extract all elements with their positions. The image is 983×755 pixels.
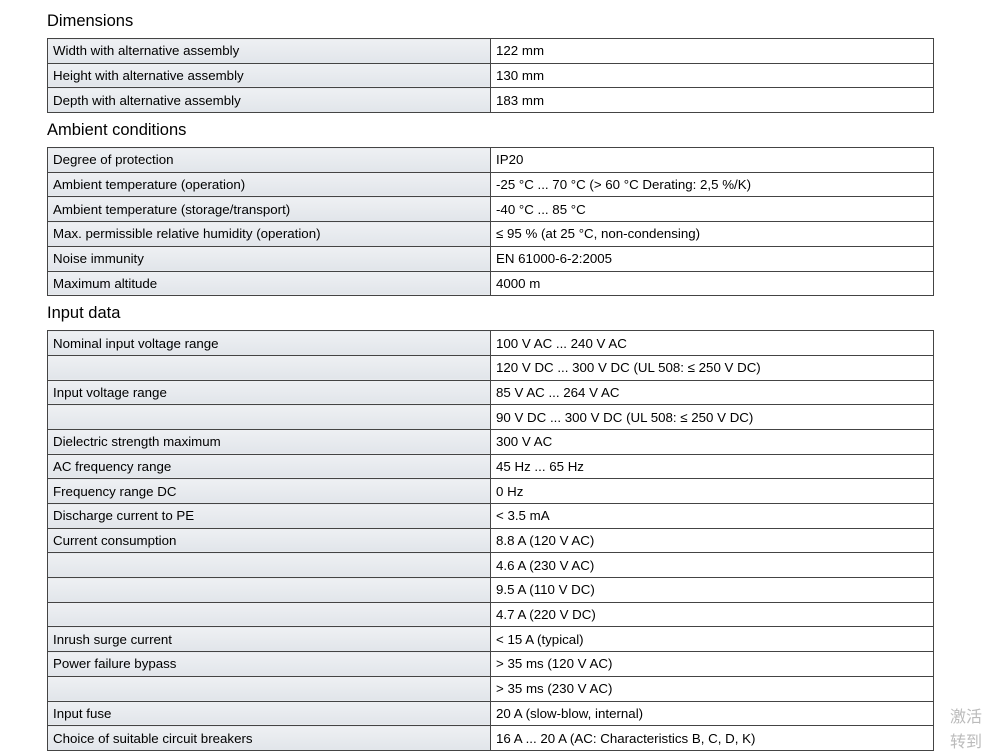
spec-row: Width with alternative assembly 122 mm [47,38,934,64]
row-value: 9.5 A (110 V DC) [490,577,934,603]
row-label: Height with alternative assembly [47,62,491,89]
row-value: ≤ 95 % (at 25 °C, non-condensing) [490,221,934,247]
row-label: Noise immunity [47,245,491,272]
spec-row: 90 V DC ... 300 V DC (UL 508: ≤ 250 V DC… [47,404,934,430]
row-value: 300 V AC [490,428,934,455]
spec-row: > 35 ms (230 V AC) [47,675,934,702]
spec-row: Depth with alternative assembly 183 mm [47,87,934,114]
row-label: Input fuse [47,700,491,727]
row-label: AC frequency range [47,453,491,480]
row-label: Frequency range DC [47,478,491,504]
row-value: 4000 m [490,270,934,297]
row-value: 4.6 A (230 V AC) [490,552,934,579]
spec-row: 4.7 A (220 V DC) [47,601,934,628]
row-value: 85 V AC ... 264 V AC [490,379,934,406]
row-label: Depth with alternative assembly [47,87,491,114]
row-label: Input voltage range [47,379,491,406]
row-value: 100 V AC ... 240 V AC [490,330,934,356]
spec-table: Width with alternative assembly 122 mm Hei… [47,38,934,114]
spec-row: Input voltage range 85 V AC ... 264 V AC [47,379,934,406]
row-label: Ambient temperature (operation) [47,171,491,198]
row-value: 0 Hz [490,478,934,504]
row-label: Discharge current to PE [47,503,491,529]
watermark: 激活 转到 [950,705,982,755]
watermark-text: 激活 [950,709,983,726]
row-value: -40 °C ... 85 °C [490,196,934,223]
spec-table: Degree of protection IP20 Ambient temperat… [47,147,934,297]
spec-row: Max. permissible relative humidity (oper… [47,221,934,247]
row-label: Maximum altitude [47,270,491,297]
row-label: Degree of protection [47,147,491,173]
spec-row: Frequency range DC 0 Hz [47,478,934,504]
row-value: EN 61000-6-2:2005 [490,245,934,272]
row-label [47,577,491,603]
row-label [47,675,491,702]
row-label [47,552,491,579]
row-label: Max. permissible relative humidity (oper… [47,221,491,247]
spec-row: Degree of protection IP20 [47,147,934,173]
row-value: 8.8 A (120 V AC) [490,527,934,554]
spec-row: 120 V DC ... 300 V DC (UL 508: ≤ 250 V D… [47,354,934,381]
row-value: 130 mm [490,62,934,89]
spec-row: Noise immunity EN 61000-6-2:2005 [47,245,934,272]
row-label: Power failure bypass [47,651,491,677]
section-title: Dimensions [47,12,134,30]
spec-row: Ambient temperature (operation) -25 °C ..… [47,171,934,198]
row-value: 4.7 A (220 V DC) [490,601,934,628]
spec-row: Dielectric strength maximum 300 V AC [47,428,934,455]
spec-row: Discharge current to PE < 3.5 mA [47,503,934,529]
spec-row: Choice of suitable circuit breakers 16 A … [47,725,934,751]
row-value: 20 A (slow-blow, internal) [490,700,934,727]
row-label: Width with alternative assembly [47,38,491,64]
row-label: Dielectric strength maximum [47,428,491,455]
spec-row: Current consumption 8.8 A (120 V AC) [47,527,934,554]
row-label [47,354,491,381]
row-label: Choice of suitable circuit breakers [47,725,491,751]
row-value: > 35 ms (230 V AC) [490,675,934,702]
spec-row: 4.6 A (230 V AC) [47,552,934,579]
row-value: 122 mm [490,38,934,64]
row-value: -25 °C ... 70 °C (> 60 °C Derating: 2,5 … [490,171,934,198]
spec-row: Inrush surge current < 15 A (typical) [47,626,934,653]
spec-row: Maximum altitude 4000 m [47,270,934,297]
spec-row: AC frequency range 45 Hz ... 65 Hz [47,453,934,480]
row-label: Ambient temperature (storage/transport) [47,196,491,223]
section-title: Input data [47,304,121,323]
row-value: < 3.5 mA [490,503,934,529]
row-label [47,404,491,430]
section-title: Ambient conditions [47,121,187,140]
spec-row: Power failure bypass > 35 ms (120 V AC) [47,651,934,677]
row-label: Inrush surge current [47,626,491,653]
spec-row: Nominal input voltage range 100 V AC ... … [47,330,934,356]
row-value: > 35 ms (120 V AC) [490,651,934,677]
row-value: 90 V DC ... 300 V DC (UL 508: ≤ 250 V DC… [490,404,934,430]
spec-row: Ambient temperature (storage/transport) -… [47,196,934,223]
row-value: 183 mm [490,87,934,114]
row-value: 45 Hz ... 65 Hz [490,453,934,480]
document: Dimensions Width with alternative assembl… [47,4,934,751]
watermark-text: 转到 [950,734,983,751]
spec-table: Nominal input voltage range 100 V AC ... … [47,330,934,751]
spec-row: 9.5 A (110 V DC) [47,577,934,603]
row-label: Nominal input voltage range [47,330,491,356]
spec-row: Height with alternative assembly 130 mm [47,62,934,89]
spec-row: Input fuse 20 A (slow-blow, internal) [47,700,934,727]
row-value: 16 A ... 20 A (AC: Characteristics B, C,… [490,725,934,751]
row-value: IP20 [490,147,934,173]
row-value: 120 V DC ... 300 V DC (UL 508: ≤ 250 V D… [490,354,934,381]
row-label: Current consumption [47,527,491,554]
row-value: < 15 A (typical) [490,626,934,653]
row-label [47,601,491,628]
